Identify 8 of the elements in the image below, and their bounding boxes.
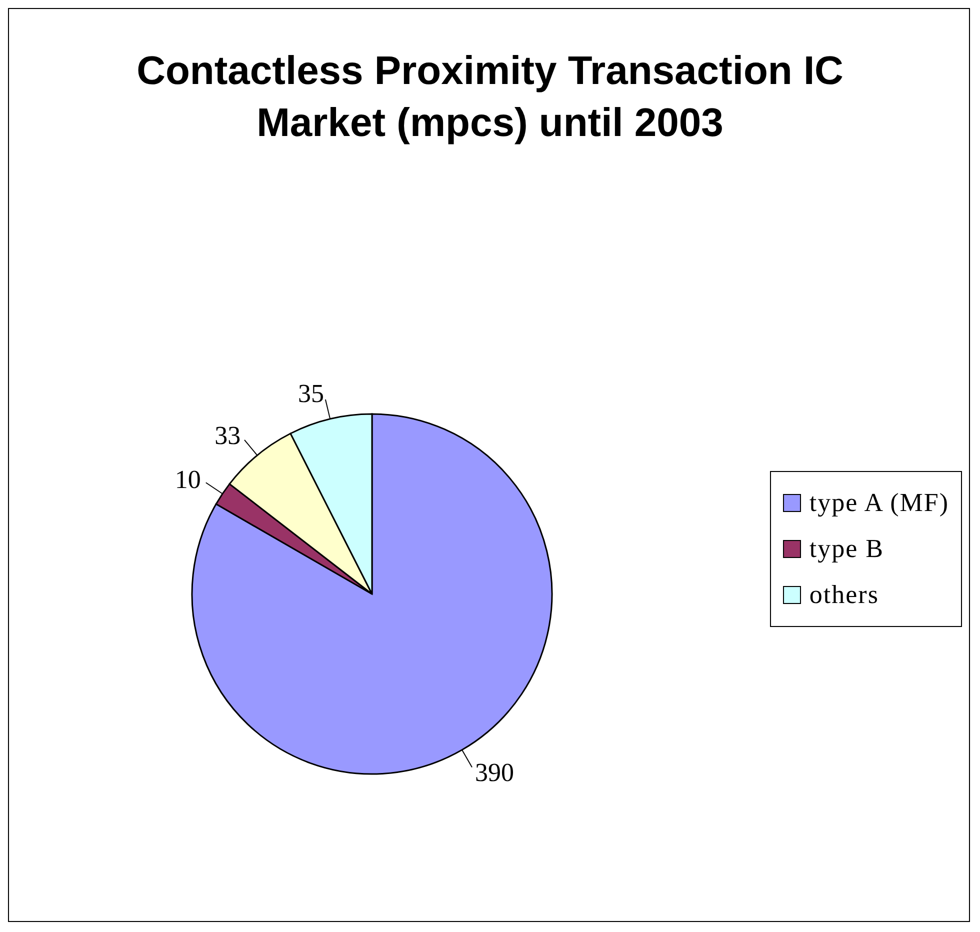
legend-label: others — [809, 580, 879, 610]
legend-label: type A (MF) — [809, 488, 949, 518]
legend-label: type B — [809, 534, 884, 564]
chart-title: Contactless Proximity Transaction IC Market (mpcs) until 2003 — [136, 48, 844, 147]
data-label: 390 — [475, 758, 514, 787]
data-label: 33 — [214, 420, 241, 450]
data-label: 35 — [298, 379, 324, 408]
data-label: 10 — [174, 464, 201, 494]
